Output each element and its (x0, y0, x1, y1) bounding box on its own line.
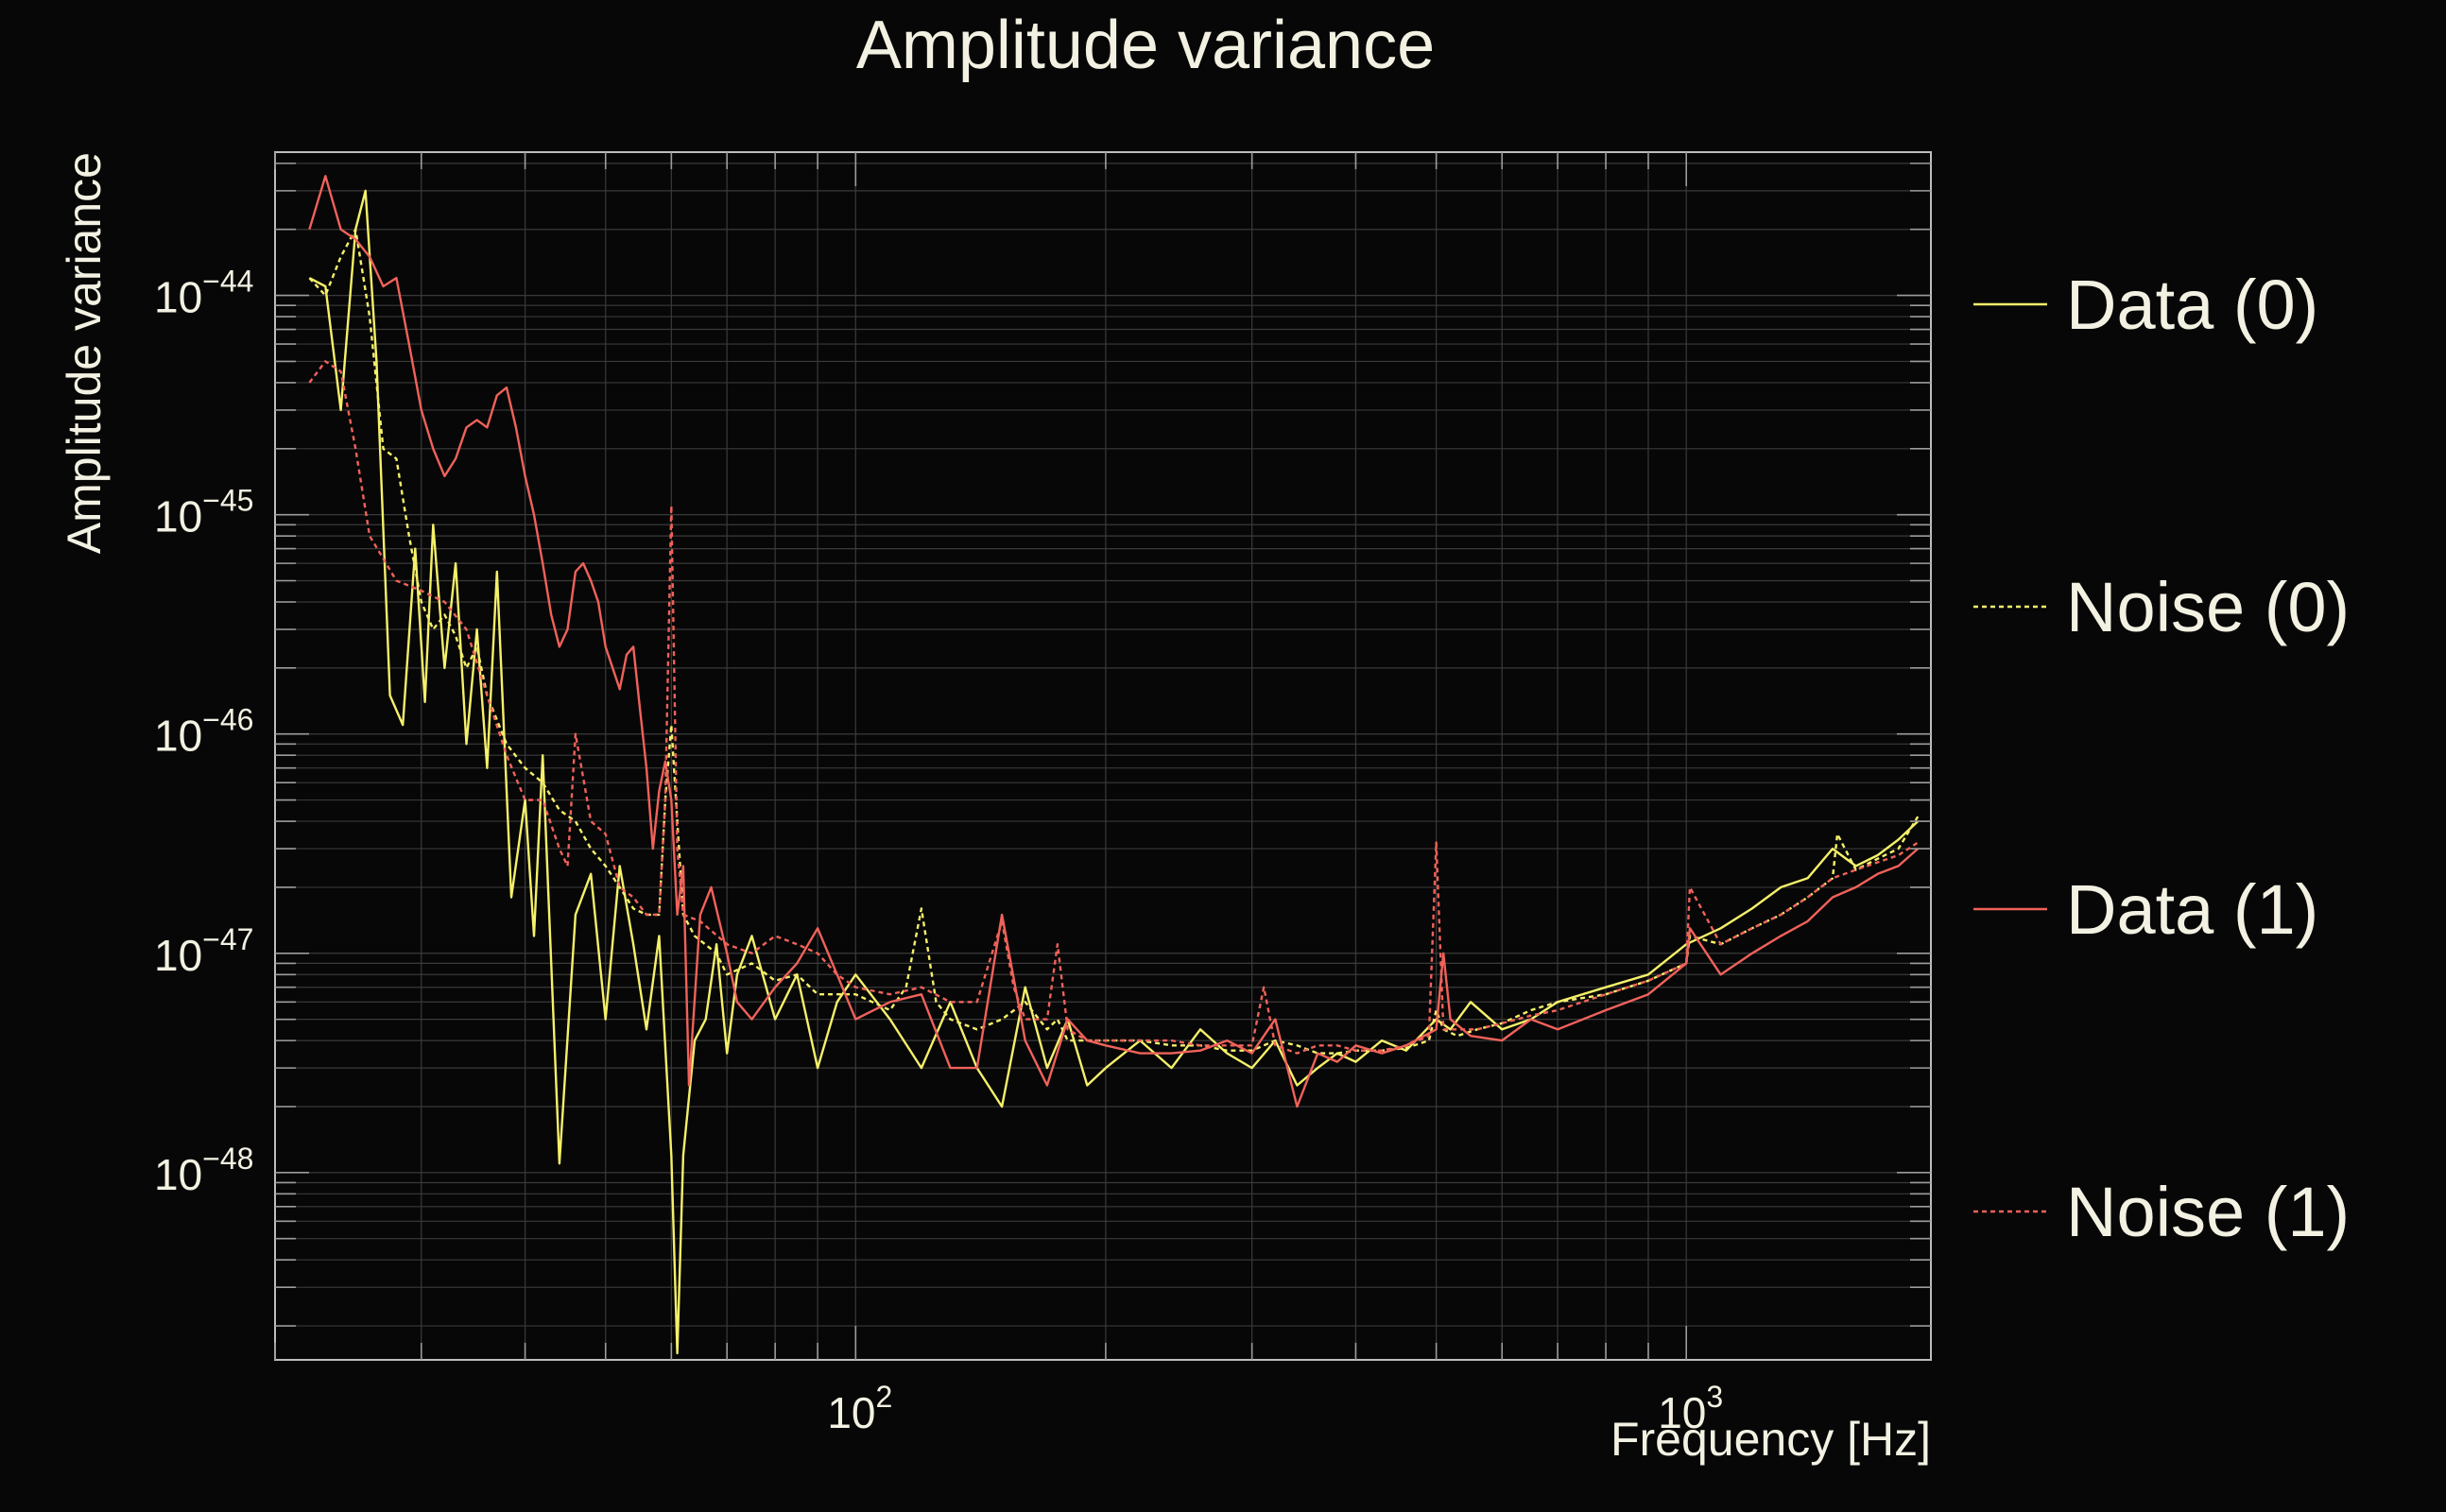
y-tick-label: 10−44 (154, 265, 253, 322)
x-tick-label: 102 (827, 1380, 892, 1437)
y-tick-label: 10−45 (154, 484, 253, 541)
legend-label-1: Noise (0) (2066, 568, 2350, 646)
y-tick-label: 10−46 (154, 703, 253, 761)
chart-title: Amplitude variance (856, 8, 1435, 83)
series-group (308, 175, 1920, 1355)
x-tick-label: 103 (1658, 1380, 1723, 1437)
series-line-3 (308, 360, 1919, 1055)
series-line-2 (308, 175, 1919, 1108)
legend-label-2: Data (1) (2066, 870, 2318, 949)
y-tick-label: 10−48 (154, 1142, 253, 1199)
legend-label-3: Noise (1) (2066, 1173, 2350, 1251)
x-axis-title: Frequency [Hz] (1611, 1413, 1931, 1466)
tick-labels: 102 103 10−44 10−45 10−46 10−47 10−48 (154, 265, 1723, 1437)
y-tick-label: 10−47 (154, 922, 253, 980)
axis-ticks (274, 152, 1931, 1360)
legend-label-0: Data (0) (2066, 266, 2318, 344)
grid (274, 152, 1931, 1360)
series-line-0 (308, 189, 1920, 1355)
y-axis-title: Amplitude variance (58, 152, 111, 554)
legend: Data (0) Noise (0) Data (1) Noise (1) (1973, 266, 2350, 1251)
